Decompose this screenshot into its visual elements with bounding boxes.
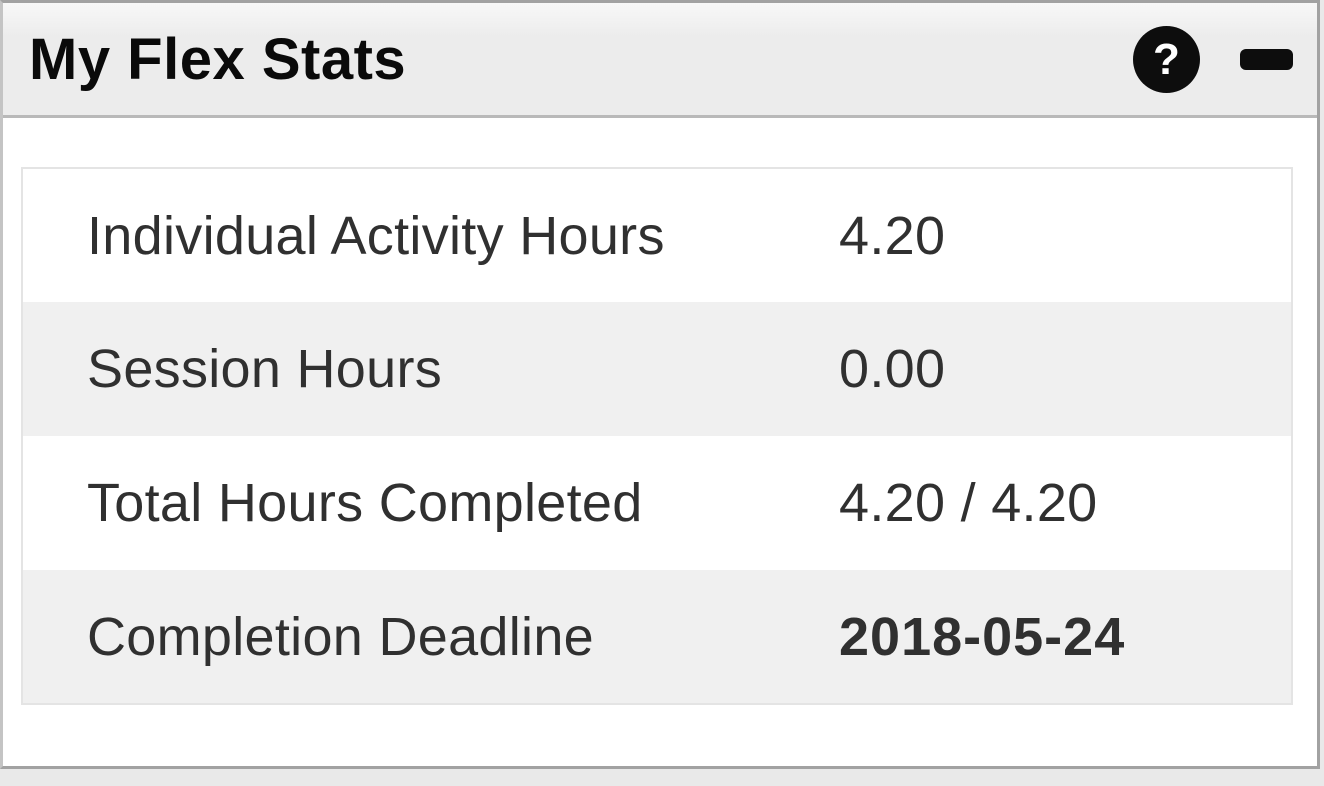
stat-value: 2018-05-24 [839, 606, 1126, 667]
stats-table: Individual Activity Hours 4.20 Session H… [21, 167, 1293, 705]
stat-label: Individual Activity Hours [87, 205, 665, 266]
stat-label: Total Hours Completed [87, 473, 643, 533]
stat-label: Session Hours [87, 339, 443, 399]
stat-row: Total Hours Completed 4.20 / 4.20 [22, 436, 1292, 570]
minimize-icon[interactable] [1240, 48, 1293, 70]
minus-bar [1240, 48, 1293, 70]
stat-row: Individual Activity Hours 4.20 [22, 168, 1292, 302]
help-glyph: ? [1153, 34, 1180, 84]
help-icon[interactable]: ? [1133, 25, 1200, 93]
my-flex-stats-panel: My Flex Stats ? Individual Activity Hour… [0, 0, 1320, 769]
panel-header-actions: ? [1133, 25, 1293, 93]
panel-body: Individual Activity Hours 4.20 Session H… [3, 118, 1317, 705]
stat-value: 4.20 [839, 205, 946, 266]
stat-value: 0.00 [839, 339, 946, 399]
panel-title: My Flex Stats [29, 26, 407, 92]
stat-label: Completion Deadline [87, 606, 594, 667]
stat-row: Session Hours 0.00 [22, 302, 1292, 436]
stat-row: Completion Deadline 2018-05-24 [22, 570, 1292, 704]
panel-header: My Flex Stats ? [3, 3, 1317, 118]
stat-value: 4.20 / 4.20 [839, 473, 1098, 533]
